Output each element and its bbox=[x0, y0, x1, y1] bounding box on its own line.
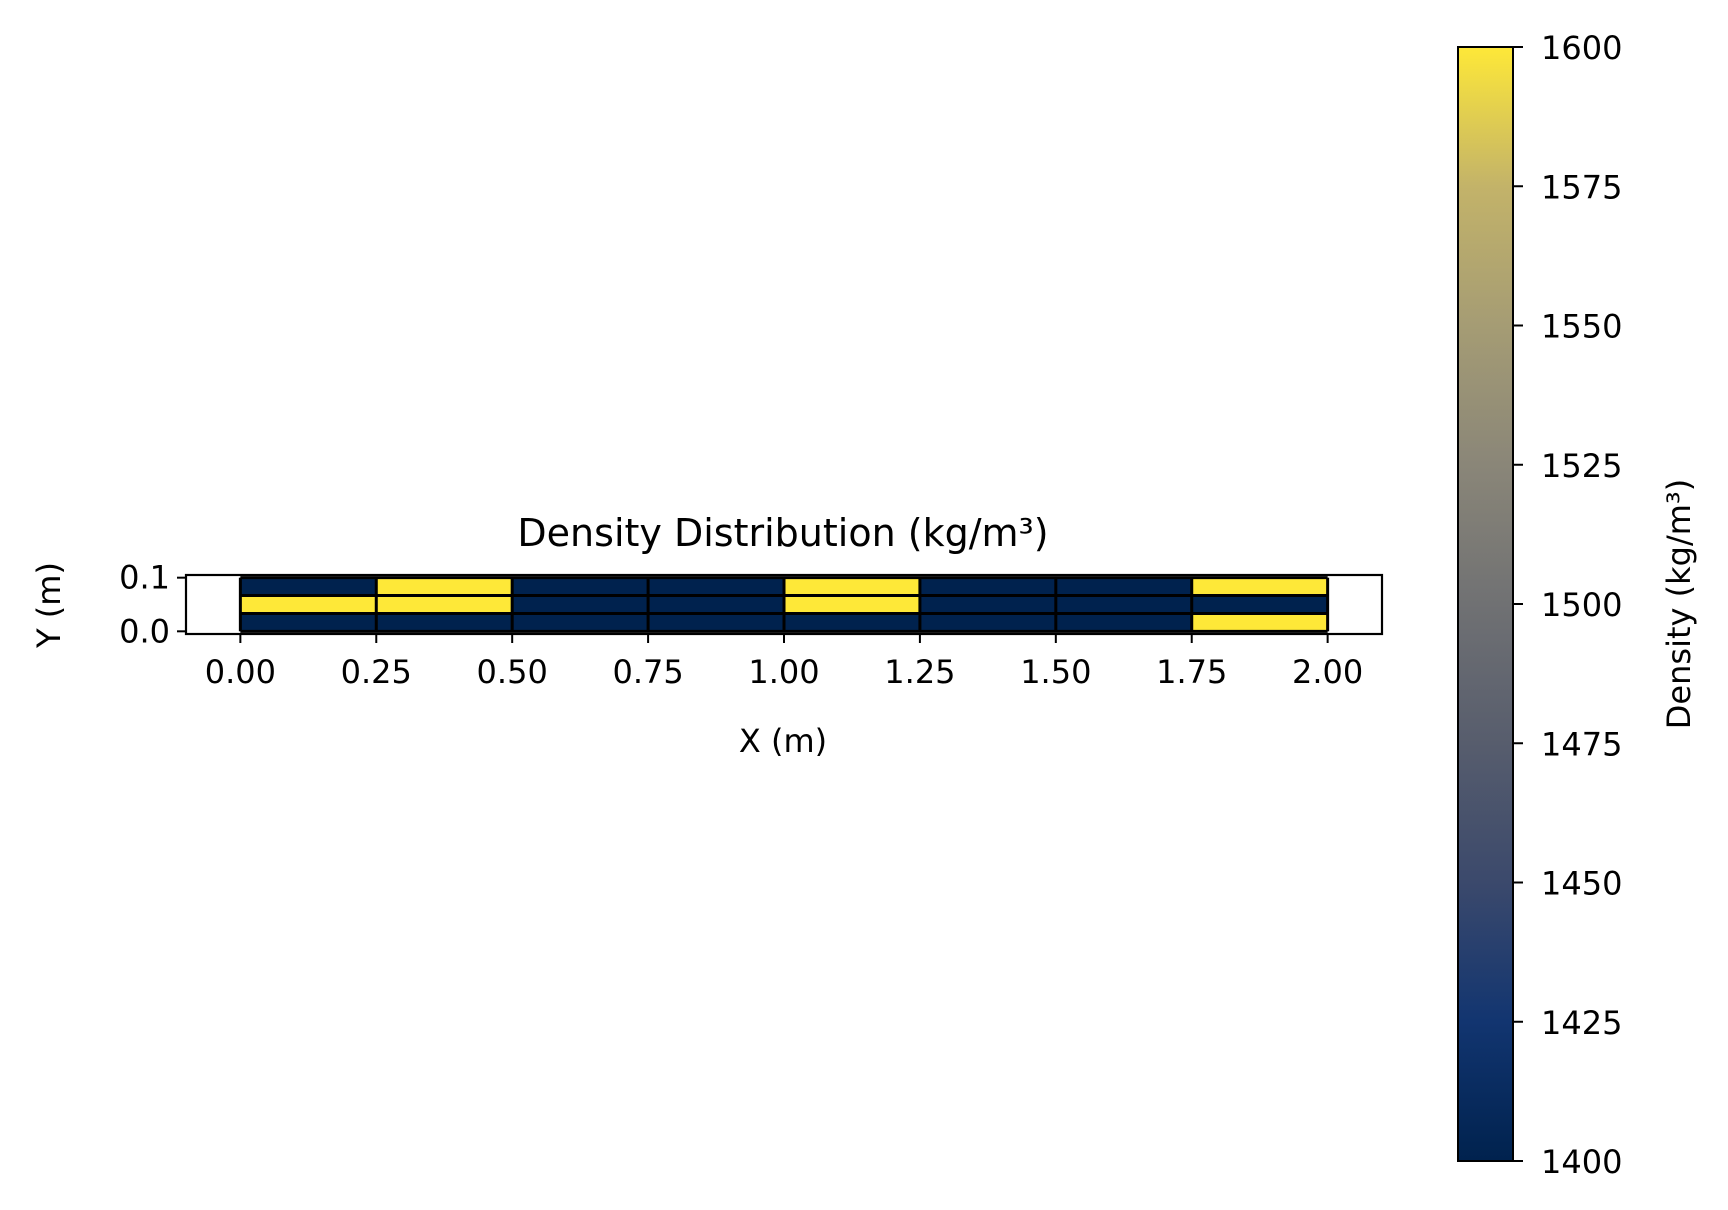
x-tick-label: 0.50 bbox=[477, 653, 548, 691]
colorbar-tick-label: 1500 bbox=[1541, 586, 1622, 624]
y-tick-label: 0.0 bbox=[119, 612, 170, 650]
y-tick-label: 0.1 bbox=[119, 559, 170, 597]
colorbar-tick-label: 1400 bbox=[1541, 1143, 1622, 1181]
heatmap-cell bbox=[376, 577, 513, 596]
colorbar-axis: 1400 1425 1450 1475 1500 1525 1550 1575 1600 bbox=[1513, 29, 1622, 1181]
heatmap-cell bbox=[648, 595, 784, 614]
y-axis: 0.00.1 bbox=[119, 559, 186, 650]
heatmap-cell bbox=[784, 577, 920, 596]
heatmap-cell bbox=[240, 577, 377, 596]
x-axis: 0.00 0.25 0.50 0.75 1.00 1.25 1.50 1.75 2.00 bbox=[205, 634, 1363, 691]
heatmap-cell bbox=[648, 613, 784, 632]
x-tick-label: 1.50 bbox=[1020, 653, 1091, 691]
x-tick-label: 1.00 bbox=[748, 653, 819, 691]
colorbar-tick-label: 1525 bbox=[1541, 447, 1622, 485]
x-tick-label: 2.00 bbox=[1292, 653, 1363, 691]
x-tick-label: 0.25 bbox=[341, 653, 412, 691]
heatmap-cell bbox=[919, 595, 1056, 614]
heatmap-cell bbox=[240, 595, 377, 614]
colorbar-label: Density (kg/m³) bbox=[1660, 479, 1698, 729]
heatmap-cell bbox=[512, 577, 649, 596]
colorbar-tick-label: 1450 bbox=[1541, 865, 1622, 903]
heatmap-cell bbox=[376, 595, 513, 614]
heatmap-cells bbox=[240, 577, 1328, 632]
heatmap-cell bbox=[1191, 577, 1328, 596]
heatmap-cell bbox=[919, 613, 1056, 632]
colorbar-tick-label: 1425 bbox=[1541, 1004, 1622, 1042]
cell-grid bbox=[238, 576, 1330, 633]
heatmap-cell bbox=[1191, 595, 1328, 614]
x-tick-label: 0.75 bbox=[612, 653, 683, 691]
colorbar-gradient bbox=[1457, 46, 1514, 1162]
heatmap-cell bbox=[376, 613, 513, 632]
heatmap-cell bbox=[512, 595, 649, 614]
colorbar-tick-label: 1600 bbox=[1541, 29, 1622, 67]
heatmap-cell bbox=[784, 595, 920, 614]
heatmap-cell bbox=[1055, 595, 1192, 614]
heatmap-cell bbox=[1055, 613, 1192, 632]
heatmap-cell bbox=[919, 577, 1056, 596]
x-tick-label: 1.25 bbox=[884, 653, 955, 691]
heatmap-cell bbox=[1055, 577, 1192, 596]
y-axis-label: Y (m) bbox=[30, 562, 68, 649]
x-tick-label: 1.75 bbox=[1156, 653, 1227, 691]
colorbar-tick-label: 1550 bbox=[1541, 308, 1622, 346]
chart-title: Density Distribution (kg/m³) bbox=[517, 511, 1048, 555]
colorbar-tick-label: 1575 bbox=[1541, 168, 1622, 206]
colorbar-tick-label: 1475 bbox=[1541, 725, 1622, 763]
heatmap-cell bbox=[784, 613, 920, 632]
heatmap-cell bbox=[1191, 613, 1328, 632]
x-axis-label: X (m) bbox=[739, 722, 827, 760]
heatmap-cell bbox=[512, 613, 649, 632]
x-tick-label: 0.00 bbox=[205, 653, 276, 691]
heatmap-cell bbox=[648, 577, 784, 596]
heatmap-cell bbox=[240, 613, 377, 632]
